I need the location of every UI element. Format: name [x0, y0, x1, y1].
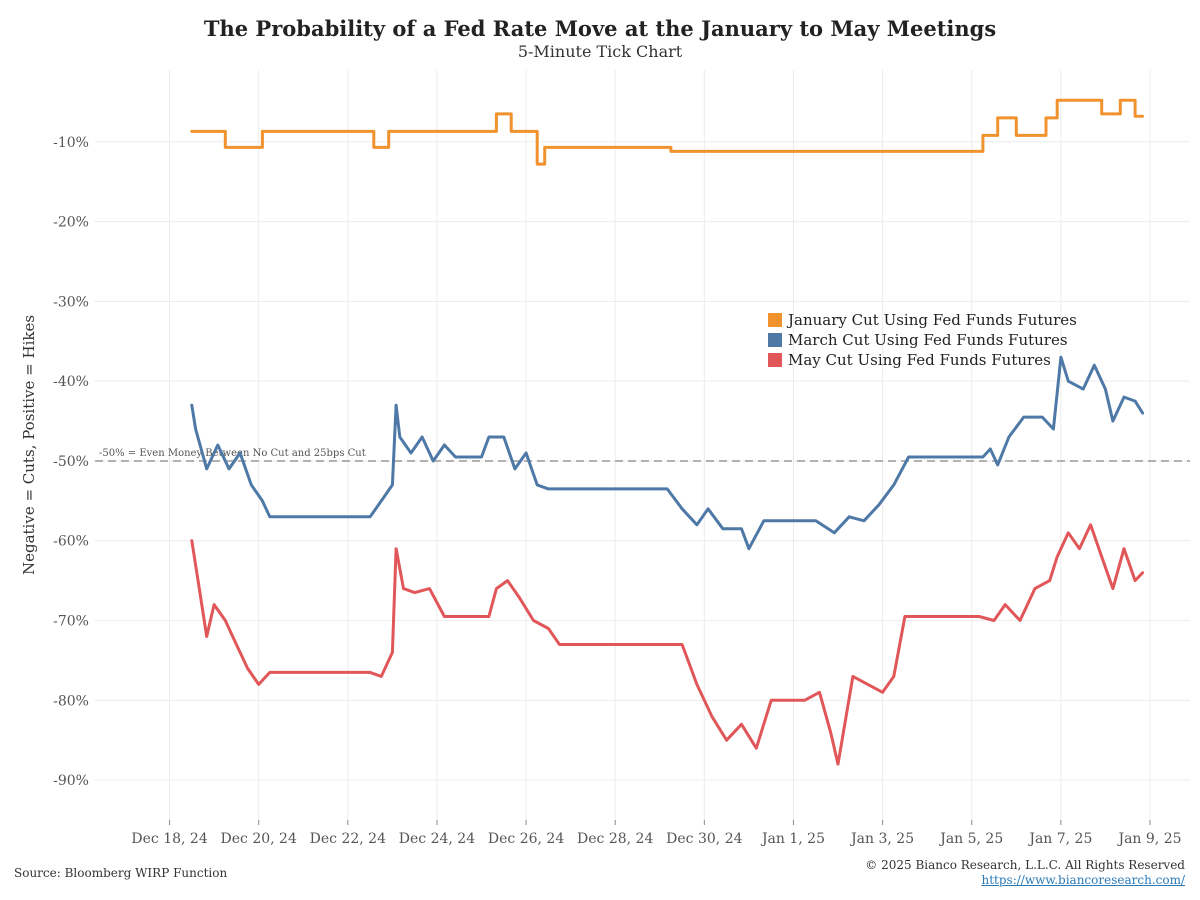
y-tick-label: -40% — [53, 374, 89, 390]
x-tick-label: Dec 18, 24 — [131, 831, 207, 847]
x-tick-label: Dec 22, 24 — [310, 831, 386, 847]
x-tick-label: Dec 24, 24 — [399, 831, 475, 847]
march-series-line — [190, 355, 1145, 551]
y-tick-label: -30% — [53, 294, 89, 310]
january-series-line — [190, 98, 1145, 166]
legend-swatch-may — [768, 353, 782, 367]
chart-subtitle: 5-Minute Tick Chart — [517, 42, 683, 61]
x-tick-label: Jan 3, 25 — [849, 831, 914, 847]
x-tick-label: Jan 5, 25 — [938, 831, 1003, 847]
source-note: Source: Bloomberg WIRP Function — [14, 866, 228, 880]
reference-line-label: -50% = Even Money Between No Cut and 25b… — [99, 448, 366, 459]
legend-item-march[interactable]: March Cut Using Fed Funds Futures — [768, 330, 1077, 350]
legend-swatch-january — [768, 313, 782, 327]
y-tick-label: -20% — [53, 215, 89, 231]
y-tick-label: -80% — [53, 693, 89, 709]
legend-swatch-march — [768, 333, 782, 347]
x-tick-label: Jan 9, 25 — [1116, 831, 1181, 847]
y-axis-label: Negative = Cuts, Positive = Hikes — [20, 315, 38, 575]
x-tick-label: Dec 30, 24 — [666, 831, 742, 847]
website-link[interactable]: https://www.biancoresearch.com/ — [981, 873, 1185, 887]
legend-label-may: May Cut Using Fed Funds Futures — [788, 351, 1051, 369]
legend-item-january[interactable]: January Cut Using Fed Funds Futures — [768, 310, 1077, 330]
reference-line-layer: -50% = Even Money Between No Cut and 25b… — [95, 448, 1190, 462]
grid-layer — [95, 70, 1190, 820]
y-tick-label: -90% — [53, 773, 89, 789]
legend-label-march: March Cut Using Fed Funds Futures — [788, 331, 1068, 349]
axis-layer: -10% -20% -30% -40% -50% -60% -70% -80% -90% Dec … — [20, 135, 1182, 847]
y-tick-label: -50% — [53, 454, 89, 470]
chart-title: The Probability of a Fed Rate Move at th… — [203, 16, 997, 41]
y-tick-label: -60% — [53, 534, 89, 550]
x-tick-label: Jan 7, 25 — [1027, 831, 1092, 847]
x-tick-label: Jan 1, 25 — [760, 831, 825, 847]
x-tick-label: Dec 20, 24 — [221, 831, 297, 847]
legend-item-may[interactable]: May Cut Using Fed Funds Futures — [768, 350, 1077, 370]
legend-label-january: January Cut Using Fed Funds Futures — [788, 311, 1077, 329]
x-tick-label: Dec 26, 24 — [488, 831, 564, 847]
may-series-line — [190, 523, 1145, 766]
legend: January Cut Using Fed Funds Futures Marc… — [768, 310, 1077, 370]
y-tick-label: -70% — [53, 614, 89, 630]
y-tick-label: -10% — [53, 135, 89, 151]
series-layer — [190, 98, 1145, 766]
copyright-note: © 2025 Bianco Research, L.L.C. All Right… — [865, 858, 1185, 872]
x-tick-label: Dec 28, 24 — [577, 831, 653, 847]
